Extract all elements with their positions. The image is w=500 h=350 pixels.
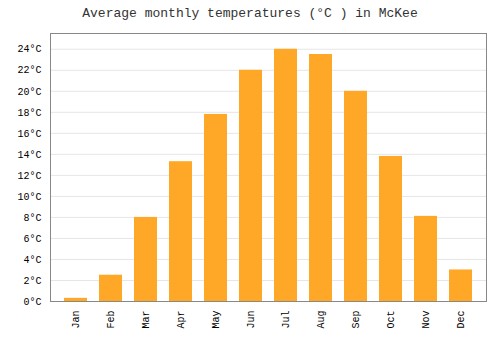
svg-text:Oct: Oct [386, 311, 397, 329]
svg-text:Jan: Jan [71, 311, 82, 329]
svg-text:Aug: Aug [316, 311, 327, 329]
html-text:Average monthly temperatures (: Average monthly temperatures (°C ) in Mc… [82, 6, 418, 21]
svg-text:22°C: 22°C [17, 65, 41, 76]
svg-text:Sep: Sep [351, 311, 362, 329]
svg-text:8°C: 8°C [23, 213, 41, 224]
svg-text:4°C: 4°C [23, 255, 41, 266]
svg-text:0°C: 0°C [23, 297, 41, 308]
svg-text:Mar: Mar [141, 311, 152, 329]
svg-text:24°C: 24°C [17, 44, 41, 55]
svg-text:16°C: 16°C [17, 129, 41, 140]
svg-text:2°C: 2°C [23, 276, 41, 287]
svg-text:Dec: Dec [456, 311, 467, 329]
svg-text:Jun: Jun [246, 311, 257, 329]
svg-text:12°C: 12°C [17, 171, 41, 182]
svg-text:Feb: Feb [106, 311, 117, 329]
svg-text:14°C: 14°C [17, 150, 41, 161]
svg-text:Jul: Jul [281, 311, 292, 329]
svg-text:May: May [211, 311, 222, 329]
svg-text:Apr: Apr [176, 311, 187, 329]
svg-text:10°C: 10°C [17, 192, 41, 203]
svg-text:18°C: 18°C [17, 108, 41, 119]
svg-text:6°C: 6°C [23, 234, 41, 245]
svg-text:Nov: Nov [421, 311, 432, 329]
svg-text:20°C: 20°C [17, 87, 41, 98]
